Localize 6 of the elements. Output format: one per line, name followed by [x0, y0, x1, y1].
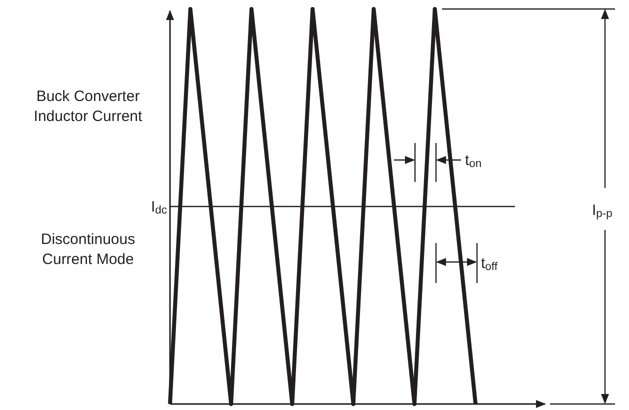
- annotation: t$_{on}$: [465, 152, 482, 170]
- text: Buck Converter Inductor Current: [34, 88, 144, 125]
- text: I$_{p-p}$: [592, 202, 612, 220]
- text: Discontinuous Current Mode: [40, 231, 136, 268]
- ref-line-label: I$_{dc}$: [150, 198, 168, 216]
- annotation: t$_{off}$: [481, 255, 498, 273]
